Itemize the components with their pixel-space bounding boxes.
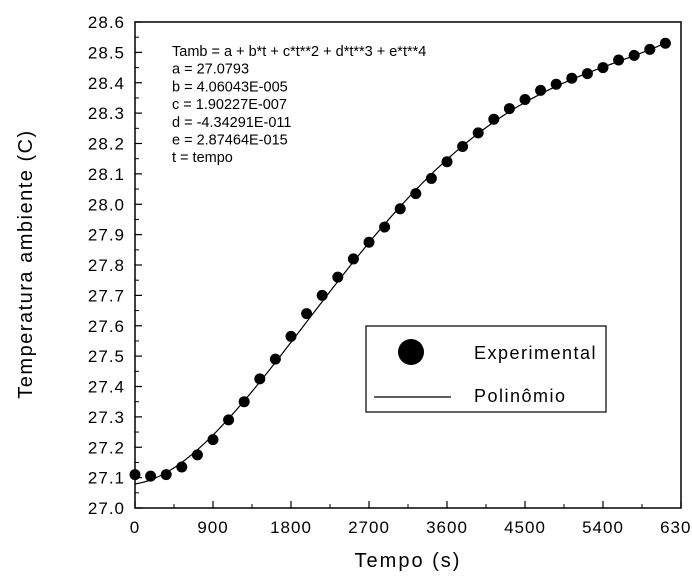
y-tick-label: 28.1	[88, 165, 125, 184]
experimental-point	[457, 141, 469, 153]
annotation-line: b = 4.06043E-005	[172, 79, 288, 95]
y-tick-label: 27.0	[88, 499, 125, 518]
legend-label-experimental: Experimental	[474, 343, 597, 363]
experimental-point	[425, 172, 437, 184]
experimental-point	[254, 373, 266, 385]
experimental-point	[129, 469, 141, 481]
y-tick-label: 27.8	[88, 256, 125, 275]
x-axis-label: Tempo (s)	[355, 550, 462, 572]
experimental-point	[145, 470, 157, 482]
y-tick-label: 27.5	[88, 347, 125, 366]
y-tick-label: 27.3	[88, 408, 125, 427]
experimental-point	[176, 461, 188, 473]
legend-label-polynomial: Polinômio	[474, 386, 567, 406]
experimental-point	[410, 188, 422, 200]
experimental-point	[503, 103, 515, 115]
experimental-point	[597, 62, 609, 74]
annotation-line: e = 2.87464E-015	[172, 133, 288, 149]
y-axis-ticks: 27.0 27.1 27.2 27.3 27.4 27.5 27.6 27.7 27.8 27.9…	[88, 13, 142, 518]
experimental-point	[394, 203, 406, 215]
y-tick-label: 28.6	[88, 13, 125, 32]
annotation-line: Tamb = a + b*t + c*t**2 + d*t**3 + e*t**…	[172, 44, 426, 60]
x-tick-label: 0	[130, 518, 140, 537]
experimental-point	[191, 449, 203, 461]
annotation-line: t = tempo	[172, 150, 233, 166]
experimental-point	[441, 156, 453, 168]
y-tick-label: 27.1	[88, 469, 125, 488]
experimental-point	[301, 308, 313, 320]
experimental-point	[160, 469, 172, 481]
experimental-point	[613, 54, 625, 66]
experimental-point	[581, 68, 593, 80]
x-tick-label: 1800	[270, 518, 312, 537]
experimental-point	[550, 78, 562, 90]
y-tick-label: 27.7	[88, 286, 125, 305]
experimental-point	[644, 43, 656, 55]
annotation-line: d = -4.34291E-011	[172, 115, 291, 131]
experimental-point	[379, 221, 391, 233]
y-tick-label: 28.4	[88, 74, 125, 93]
experimental-point	[363, 236, 375, 248]
x-axis-ticks: 0 900 1800 2700 3600 4500 5400 6300	[130, 501, 692, 537]
experimental-point	[223, 414, 235, 426]
experimental-point	[347, 253, 359, 265]
experimental-point	[332, 271, 344, 283]
y-tick-label: 28.0	[88, 195, 125, 214]
experimental-point	[535, 84, 547, 96]
y-tick-label: 27.2	[88, 438, 125, 457]
y-tick-label: 28.2	[88, 135, 125, 154]
experimental-point	[519, 93, 531, 105]
legend-marker-experimental	[398, 339, 424, 365]
x-tick-label: 900	[197, 518, 228, 537]
x-tick-label: 3600	[426, 518, 468, 537]
x-tick-label: 2700	[348, 518, 390, 537]
legend: Experimental Polinômio	[365, 325, 607, 413]
y-axis-label: Temperatura ambiente (C)	[15, 129, 37, 398]
experimental-point	[472, 127, 484, 139]
x-tick-label: 6300	[660, 518, 692, 537]
y-tick-label: 27.4	[88, 378, 125, 397]
experimental-point	[566, 72, 578, 84]
y-tick-label: 28.3	[88, 104, 125, 123]
y-tick-label: 27.6	[88, 317, 125, 336]
experimental-series	[129, 37, 671, 482]
experimental-point	[207, 434, 219, 446]
experimental-point	[628, 49, 640, 61]
x-tick-label: 4500	[504, 518, 546, 537]
equation-annotation: Tamb = a + b*t + c*t**2 + d*t**3 + e*t**…	[172, 44, 426, 166]
annotation-line: c = 1.90227E-007	[172, 97, 287, 113]
experimental-point	[238, 396, 250, 408]
y-tick-label: 27.9	[88, 226, 125, 245]
experimental-point	[285, 330, 297, 342]
experimental-point	[488, 113, 500, 125]
experimental-point	[316, 289, 328, 301]
x-tick-label: 5400	[582, 518, 624, 537]
experimental-point	[659, 37, 671, 49]
annotation-line: a = 27.0793	[172, 62, 249, 78]
y-tick-label: 28.5	[88, 43, 125, 62]
experimental-point	[269, 353, 281, 365]
